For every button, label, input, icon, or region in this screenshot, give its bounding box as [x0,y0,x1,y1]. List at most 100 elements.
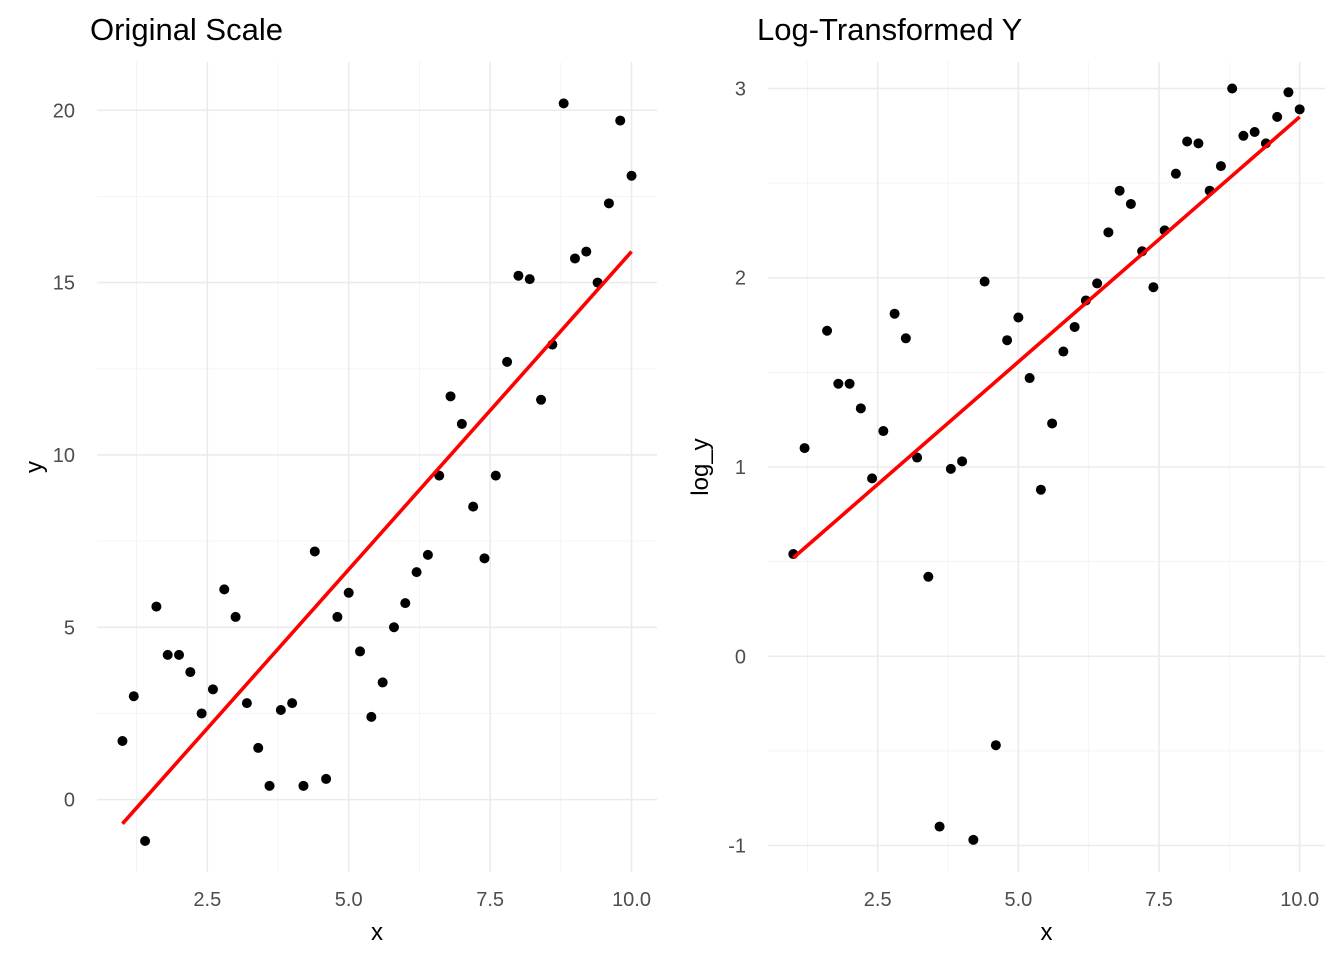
data-point [990,740,1001,751]
data-point [230,611,241,622]
y-axis-label: y [21,461,48,473]
data-point [1272,111,1283,122]
data-point [128,691,139,702]
data-point [287,698,298,709]
data-point [140,835,151,846]
data-point [844,378,855,389]
data-point [411,567,422,578]
data-point [1024,373,1035,384]
data-point [241,698,252,709]
regression-line [792,115,1301,560]
y-tick-label: 10 [53,445,75,467]
data-point [275,705,286,715]
data-point [1125,198,1136,209]
data-point [388,622,399,633]
data-point [309,546,320,557]
data-point [321,773,332,784]
data-point [615,115,626,126]
data-point [581,246,592,257]
data-point [1092,278,1103,289]
data-point [298,780,309,791]
y-tick-label: 20 [53,100,75,122]
data-point [603,198,614,209]
data-point [833,378,844,389]
panel-2: 2.5 5.0 7.5 10.0 -1 0 1 2 3 Log-Transformed Y x log… [687,12,1325,946]
data-point [626,170,637,181]
data-point [1215,161,1226,172]
panel-title: Original Scale [90,12,283,47]
data-point [1182,136,1193,147]
y-tick-label: 1 [735,457,746,479]
data-point [366,711,377,722]
data-point [1148,282,1159,293]
data-point [162,649,173,660]
x-tick-label: 2.5 [193,889,221,911]
data-point [355,646,366,657]
data-point [1114,185,1125,196]
data-point [207,684,218,695]
y-tick-label: 15 [53,273,75,295]
data-point [1002,335,1013,346]
data-point [569,253,580,264]
y-tick-label: -1 [728,836,746,858]
data-point [1103,227,1114,238]
data-point [456,418,467,429]
x-tick-label: 10.0 [1280,889,1319,911]
data-point [1238,130,1249,141]
data-point [502,356,513,367]
data-point [889,308,900,319]
data-point [1170,168,1181,179]
data-point [1249,127,1260,138]
data-point [479,553,490,564]
data-point [1013,312,1024,323]
data-point [196,708,207,719]
data-point [878,426,889,437]
data-point [1294,104,1305,115]
panel-1: 2.5 5.0 7.5 10.0 0 5 10 15 20 Original Scale x y [21,12,657,946]
x-tick-label: 5.0 [1004,889,1032,911]
data-point [1035,484,1046,495]
data-point [1193,138,1204,149]
data-point [422,549,433,560]
data-point [400,598,411,609]
data-point [558,98,569,109]
data-point [923,571,934,582]
data-point [468,501,479,512]
y-tick-label: 0 [64,790,75,812]
data-point [1069,321,1080,332]
panel-title: Log-Transformed Y [757,12,1022,47]
x-tick-label: 2.5 [864,889,892,911]
data-point [264,780,275,791]
y-tick-label: 3 [735,78,746,100]
data-point [513,270,524,281]
data-point [377,677,388,688]
data-point [490,470,501,481]
y-tick-label: 2 [735,268,746,290]
y-tick-label: 0 [735,646,746,668]
data-point [900,333,911,344]
data-point [912,452,923,463]
data-point [855,403,866,414]
data-point [1283,87,1294,98]
x-axis-label: x [1041,919,1053,946]
data-point [174,649,185,660]
data-point [151,601,162,612]
data-point [1058,346,1069,357]
y-tick-label: 5 [64,617,75,639]
data-point [524,274,535,285]
data-point [445,391,456,402]
data-point [822,325,833,336]
data-point [536,394,547,405]
x-tick-label: 7.5 [1145,889,1173,911]
x-tick-label: 7.5 [476,889,504,911]
data-point [1227,83,1238,94]
x-tick-label: 10.0 [612,889,651,911]
y-axis-label: log_y [687,438,714,495]
data-point [343,587,354,598]
data-point [1047,418,1058,429]
data-point [253,742,264,753]
data-point [968,834,979,845]
data-point [957,456,968,467]
data-point [934,821,945,832]
